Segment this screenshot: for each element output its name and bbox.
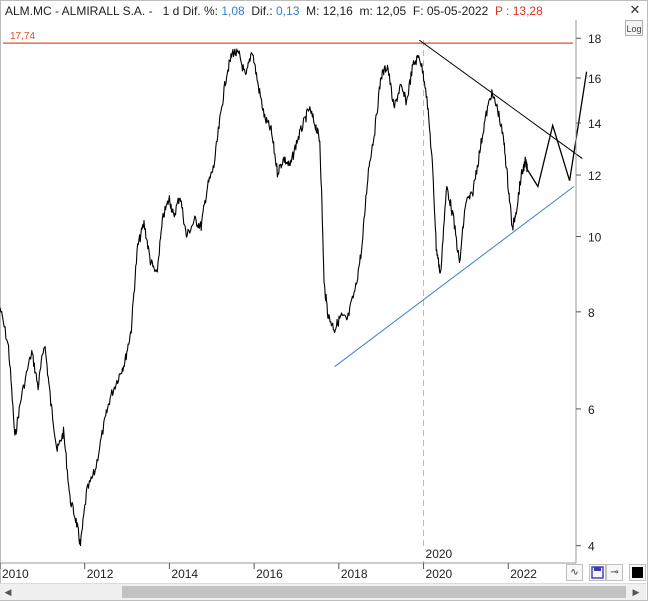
- x-tick-label: 2022: [510, 567, 537, 581]
- price-series: [0, 48, 588, 547]
- dif-pct-value: 1,08: [221, 4, 245, 18]
- horizontal-line-label: 17,74: [10, 31, 35, 42]
- x-tick-label: 2012: [87, 567, 114, 581]
- y-tick-label: 6: [588, 403, 595, 417]
- dif-label: Dif.:: [251, 4, 273, 18]
- wave-icon[interactable]: ∿: [566, 564, 583, 581]
- save-icon[interactable]: [589, 564, 606, 581]
- x-tick-label: 2010: [2, 567, 29, 581]
- x-tick-label: 2014: [171, 567, 198, 581]
- y-tick-label: 14: [588, 117, 602, 131]
- arrow-right-icon[interactable]: ▶: [632, 587, 640, 597]
- price-line: [0, 48, 528, 547]
- date-label: F:: [412, 4, 424, 18]
- symbol-label: ALM.MC - ALMIRALL S.A. -: [5, 4, 153, 18]
- pin-icon[interactable]: ⊸: [606, 564, 623, 581]
- dif-value: 0,13: [276, 4, 300, 18]
- x-tick-label: 2020: [426, 567, 453, 581]
- trend-lines: [334, 39, 583, 368]
- max-label: M:: [306, 4, 320, 18]
- x-tick-label: 2016: [256, 567, 283, 581]
- period-label: 1 d: [162, 4, 180, 18]
- arrow-left-icon[interactable]: ◀: [4, 587, 12, 597]
- axes: 4 6 8 10 12 14 16 18 2010 2012 2014 2016 2018 2020 202…: [0, 20, 602, 581]
- cursor-label-bg: [422, 547, 453, 561]
- min-value: 12,05: [376, 4, 407, 18]
- chart-header: ALM.MC - ALMIRALL S.A. - 1 d Dif. %: 1,0…: [5, 3, 543, 19]
- y-tick-label: 12: [588, 169, 602, 183]
- max-value: 12,16: [322, 4, 353, 18]
- close-icon[interactable]: ✕: [629, 2, 641, 17]
- color-swatch-icon[interactable]: [629, 564, 646, 581]
- support-trendline: [334, 186, 575, 368]
- scrollbar-thumb[interactable]: [122, 586, 626, 598]
- x-tick-label: 2018: [341, 567, 368, 581]
- resistance-trendline: [419, 39, 583, 159]
- y-tick-label: 10: [588, 231, 602, 245]
- y-tick-label: 18: [588, 32, 602, 46]
- y-tick-label: 16: [588, 72, 602, 86]
- dif-pct-label: Dif. %:: [182, 4, 218, 18]
- price-label: P :: [494, 4, 510, 18]
- horizontal-line-group: 17,74: [3, 31, 573, 44]
- chart-grid: 2020: [422, 40, 453, 563]
- y-tick-label: 4: [588, 540, 595, 554]
- date-value: 05-05-2022: [426, 4, 489, 18]
- cursor-date-label: 2020: [426, 547, 453, 561]
- projection-line: [526, 71, 588, 189]
- price-value: 13,28: [512, 4, 543, 18]
- horizontal-scrollbar[interactable]: ◀ ▶: [0, 583, 646, 600]
- min-label: m:: [359, 4, 373, 18]
- log-scale-button[interactable]: Log: [625, 20, 643, 36]
- y-tick-label: 8: [588, 306, 595, 320]
